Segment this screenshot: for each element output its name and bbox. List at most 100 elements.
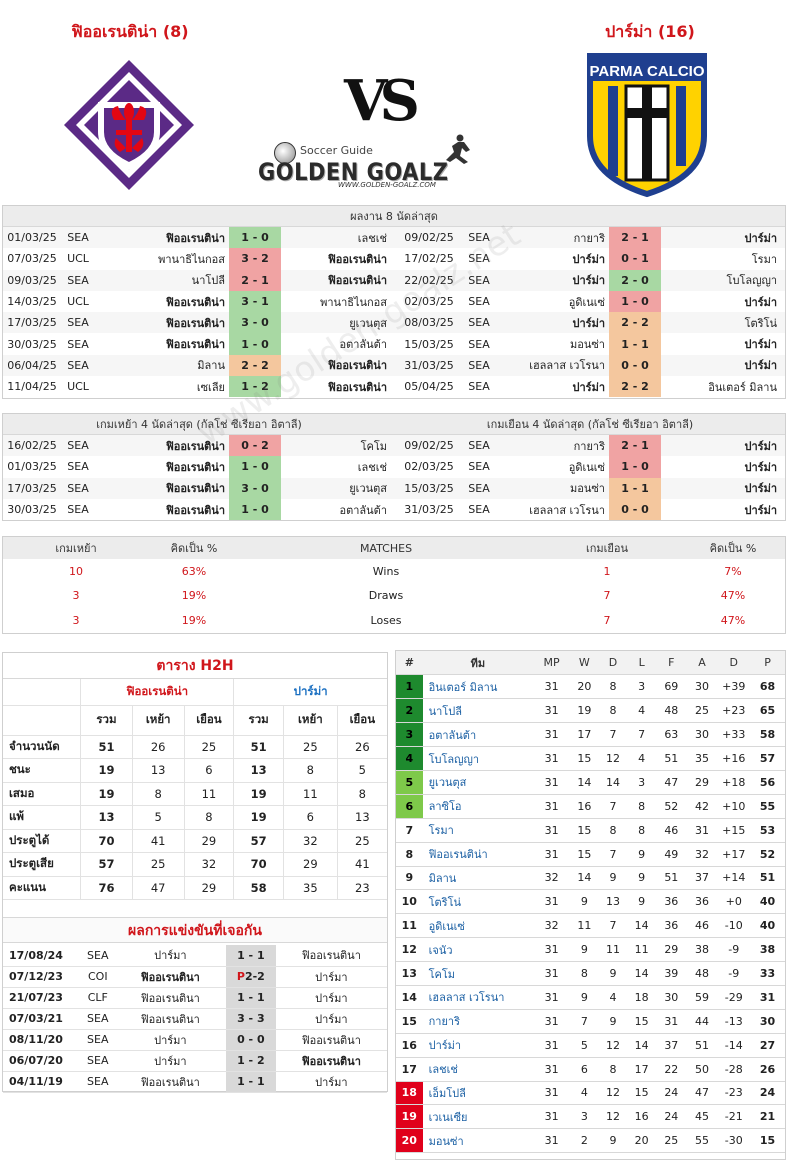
league-gd: -29: [717, 985, 751, 1010]
league-points: 56: [750, 770, 785, 795]
league-team[interactable]: มอนซ่า: [422, 1128, 534, 1154]
league-team[interactable]: อินเตอร์ มิลาน: [422, 674, 534, 700]
percent-row: 10 63% Wins 1 7%: [3, 559, 785, 584]
match-competition: SEA: [468, 460, 490, 474]
guide-url-text: WWW.GOLDEN-GOALZ.COM: [338, 181, 436, 189]
league-mp: 31: [533, 770, 570, 795]
league-a: 29: [686, 770, 718, 795]
last8-panel: ผลงาน 8 นัดล่าสุด 01/03/25 SEA ฟิออเรนติน่…: [2, 205, 786, 399]
match-home-team: ปาร์ม่า: [495, 269, 609, 291]
league-mp: 31: [533, 746, 570, 771]
past-match-home: ปาร์มา: [114, 945, 226, 967]
league-d: 9: [598, 961, 628, 986]
past-match-away: ปาร์มา: [275, 1008, 387, 1030]
h2h-table: ฟิออเรนติน่า ปาร์ม่า รวม เหย้า เยือน รวม เหย้า…: [3, 679, 387, 900]
match-away-team: อตาลันต้า: [339, 503, 387, 517]
league-team[interactable]: นาโปลี: [422, 698, 534, 724]
league-gd: +0: [717, 889, 751, 915]
league-f: 25: [655, 1128, 687, 1154]
match-score: 1 - 1: [609, 333, 661, 355]
league-points: 26: [750, 1057, 785, 1082]
h2h-stat-value: 29: [183, 829, 234, 853]
league-l: 16: [627, 1104, 656, 1130]
league-team[interactable]: เอ็มโปลี: [422, 1081, 534, 1106]
match-home-team: อูดิเนเซ่: [568, 460, 605, 474]
match-row: 31/03/25 SEA เฮลลาส เวโรนา 0 - 0 ปาร์ม่า: [395, 354, 785, 377]
match-home-team: ฟิออเรนติน่า: [165, 460, 225, 474]
league-team[interactable]: กายาริ: [422, 1009, 534, 1034]
league-team[interactable]: โตริโน่: [422, 889, 534, 915]
home-percent: 19%: [181, 613, 207, 627]
league-w: 6: [570, 1057, 599, 1082]
match-competition: SEA: [67, 503, 89, 517]
match-date: 05/04/25: [404, 380, 454, 394]
past-match-date: 07/03/21: [3, 1008, 81, 1030]
match-competition: SEA: [61, 227, 95, 249]
h2h-stat-value: 51: [233, 735, 284, 759]
past-match-home: ฟิออเรนตินา: [114, 987, 226, 1009]
league-a: 47: [686, 1081, 718, 1106]
match-competition: SEA: [468, 252, 490, 266]
league-team[interactable]: ลาซิโอ: [422, 794, 534, 819]
league-team[interactable]: โรมา: [422, 818, 534, 843]
result-label: Wins: [372, 564, 400, 578]
league-f: 24: [655, 1081, 687, 1106]
match-home-team: ฟิออเรนติน่า: [95, 477, 229, 499]
league-team[interactable]: เลชเช่: [422, 1057, 534, 1082]
league-a: 48: [686, 961, 718, 986]
past-match-home: ฟิออเรนตินา: [114, 1008, 226, 1030]
match-row: 05/04/25 SEA ปาร์ม่า 2 - 2 อินเตอร์ มิลาน: [395, 376, 785, 398]
match-date: 09/03/25: [3, 269, 61, 291]
league-team[interactable]: มิลาน: [422, 866, 534, 891]
match-home-team: ฟิออเรนติน่า: [165, 503, 225, 517]
home-percent: 63%: [181, 564, 207, 578]
past-match-away: ปาร์มา: [275, 966, 387, 988]
parma-crest-icon: PARMA CALCIO: [587, 53, 707, 198]
match-score: 0 - 1: [609, 248, 661, 270]
league-team[interactable]: โบโลญญา: [422, 746, 534, 771]
league-l: 11: [627, 937, 656, 963]
league-d: 9: [598, 866, 628, 891]
match-date: 09/02/25: [395, 435, 463, 457]
league-d: 11: [598, 937, 628, 963]
league-team[interactable]: อตาลันต้า: [422, 722, 534, 748]
h2h-stat-value: 51: [80, 735, 133, 759]
match-score: 0 - 0: [609, 498, 661, 521]
league-points: 24: [750, 1081, 785, 1106]
match-home-team: ปาร์ม่า: [495, 312, 609, 334]
league-table: # ทีม MP W D L F A D P 1 อินเตอร์ มิลาน 31 20 8 3 69 30 +3…: [396, 651, 785, 1154]
league-l: 20: [627, 1128, 656, 1154]
match-row: 31/03/25 SEA เฮลลาส เวโรนา 0 - 0 ปาร์ม่า: [395, 498, 785, 521]
league-team[interactable]: ปาร์ม่า: [422, 1033, 534, 1058]
league-mp: 32: [533, 866, 570, 891]
league-team[interactable]: เวเนเซีย: [422, 1104, 534, 1130]
league-a: 46: [686, 913, 718, 939]
league-rank: 16: [396, 1033, 423, 1058]
league-team[interactable]: เจนัว: [422, 937, 534, 963]
league-a: 25: [686, 698, 718, 724]
past-match-score: 0 - 0: [225, 1029, 276, 1051]
league-team[interactable]: เฮลลาส เวโรนา: [422, 985, 534, 1010]
league-gd: +14: [717, 866, 751, 891]
match-competition: SEA: [468, 337, 490, 351]
league-a: 35: [686, 746, 718, 771]
h2h-stat-row: คะแนน 76 47 29 58 35 23: [3, 876, 387, 900]
match-away-team: ยูเวนตุส: [281, 312, 395, 334]
league-a: 45: [686, 1104, 718, 1130]
league-team[interactable]: โคโม: [422, 961, 534, 986]
past-match-score: 1 - 1: [225, 1071, 276, 1093]
h2h-stat-value: 32: [282, 829, 338, 853]
match-competition: SEA: [61, 477, 95, 499]
league-gd: +39: [717, 674, 751, 700]
league-team[interactable]: ฟิออเรนติน่า: [422, 842, 534, 867]
percent-panel: เกมเหย้า คิดเป็น % MATCHES เกมเยือน คิดเป็น …: [2, 536, 786, 634]
league-w: 17: [570, 722, 599, 748]
league-team[interactable]: ยูเวนตุส: [422, 770, 534, 795]
league-w: 11: [570, 913, 599, 939]
match-away-team: ปาร์ม่า: [744, 503, 778, 517]
league-a: 31: [686, 818, 718, 843]
home-count: 3: [72, 613, 80, 627]
league-points: 40: [750, 913, 785, 939]
league-team[interactable]: อูดิเนเซ่: [422, 913, 534, 939]
h2h-stat-value: 6: [183, 758, 234, 783]
